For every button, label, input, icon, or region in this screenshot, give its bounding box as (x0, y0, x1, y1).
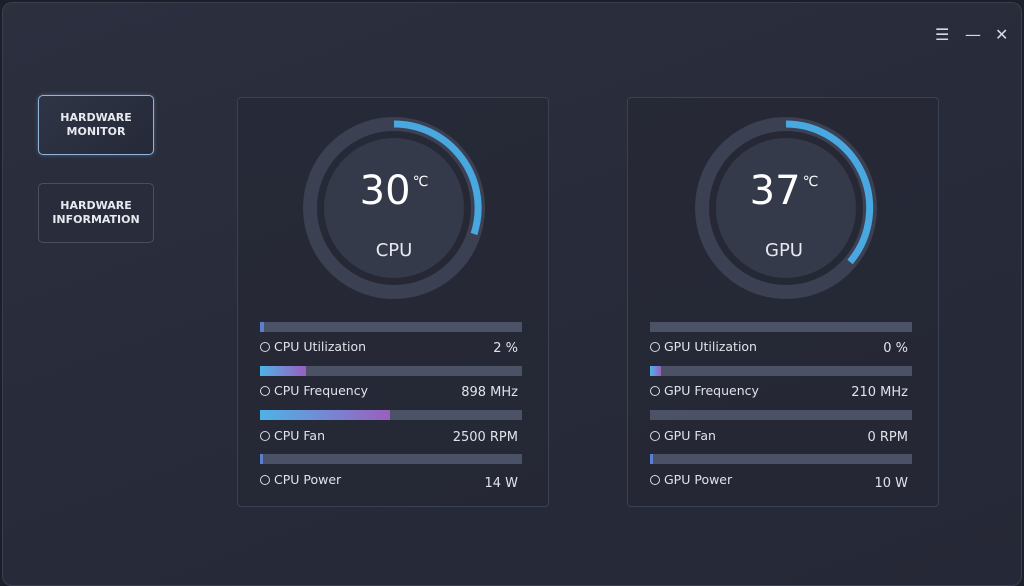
temperature: 37 ℃ (628, 168, 940, 214)
metric-label: CPU Frequency (274, 383, 368, 398)
nav-button[interactable]: HARDWARE INFORMATION (38, 183, 154, 243)
bar (260, 410, 522, 420)
temperature-value: 30 (359, 168, 411, 214)
metric-name: CPU Frequency (260, 383, 368, 398)
bar (260, 366, 522, 376)
metric-value: 210 MHz (851, 385, 908, 400)
metric-name: GPU Utilization (650, 339, 757, 354)
metric-name: CPU Utilization (260, 339, 366, 354)
gauge (695, 117, 877, 299)
temperature-value: 37 (749, 168, 801, 214)
metric-label: CPU Power (274, 472, 342, 487)
gauge-label: CPU (375, 240, 413, 261)
metric-label: GPU Power (664, 472, 733, 487)
metric-label: GPU Fan (664, 428, 716, 443)
temperature: 30 ℃ (238, 168, 550, 214)
temperature-unit: ℃ (412, 174, 429, 190)
bar (260, 322, 522, 332)
metric-value: 0 RPM (867, 430, 909, 445)
metric-value: 898 MHz (461, 385, 518, 400)
metric-value: 0 % (883, 341, 908, 356)
gpu-panel: 37 ℃ GPU GPU Utilization 0 % GPU Frequenc… (627, 97, 939, 507)
cpu-panel: 30 ℃ CPU CPU Utilization 2 % CPU Frequenc… (237, 97, 549, 507)
bar (650, 366, 912, 376)
metric-label: CPU Utilization (274, 339, 367, 354)
metric-value: 10 W (874, 476, 908, 491)
close-button[interactable]: ✕ (995, 25, 1009, 44)
metric-value: 14 W (484, 476, 518, 491)
bar (650, 322, 912, 332)
bar (650, 410, 912, 420)
menu-button[interactable]: ☰ (935, 25, 950, 44)
gauge-label: GPU (765, 240, 803, 261)
metric-name: GPU Fan (650, 428, 716, 443)
bar (260, 454, 522, 464)
metric-name: CPU Power (260, 472, 341, 487)
metric-value: 2500 RPM (452, 430, 518, 445)
gauge (303, 117, 485, 299)
metric-value: 2 % (493, 341, 518, 356)
temperature-unit: ℃ (802, 174, 819, 190)
minimize-button[interactable]: — (965, 25, 981, 44)
nav-button[interactable]: HARDWARE MONITOR (38, 95, 154, 155)
metric-label: GPU Utilization (664, 339, 757, 354)
metric-label: GPU Frequency (664, 383, 759, 398)
metric-label: CPU Fan (274, 428, 326, 443)
bar (650, 454, 912, 464)
metric-name: CPU Fan (260, 428, 325, 443)
metric-name: GPU Power (650, 472, 732, 487)
metric-name: GPU Frequency (650, 383, 759, 398)
